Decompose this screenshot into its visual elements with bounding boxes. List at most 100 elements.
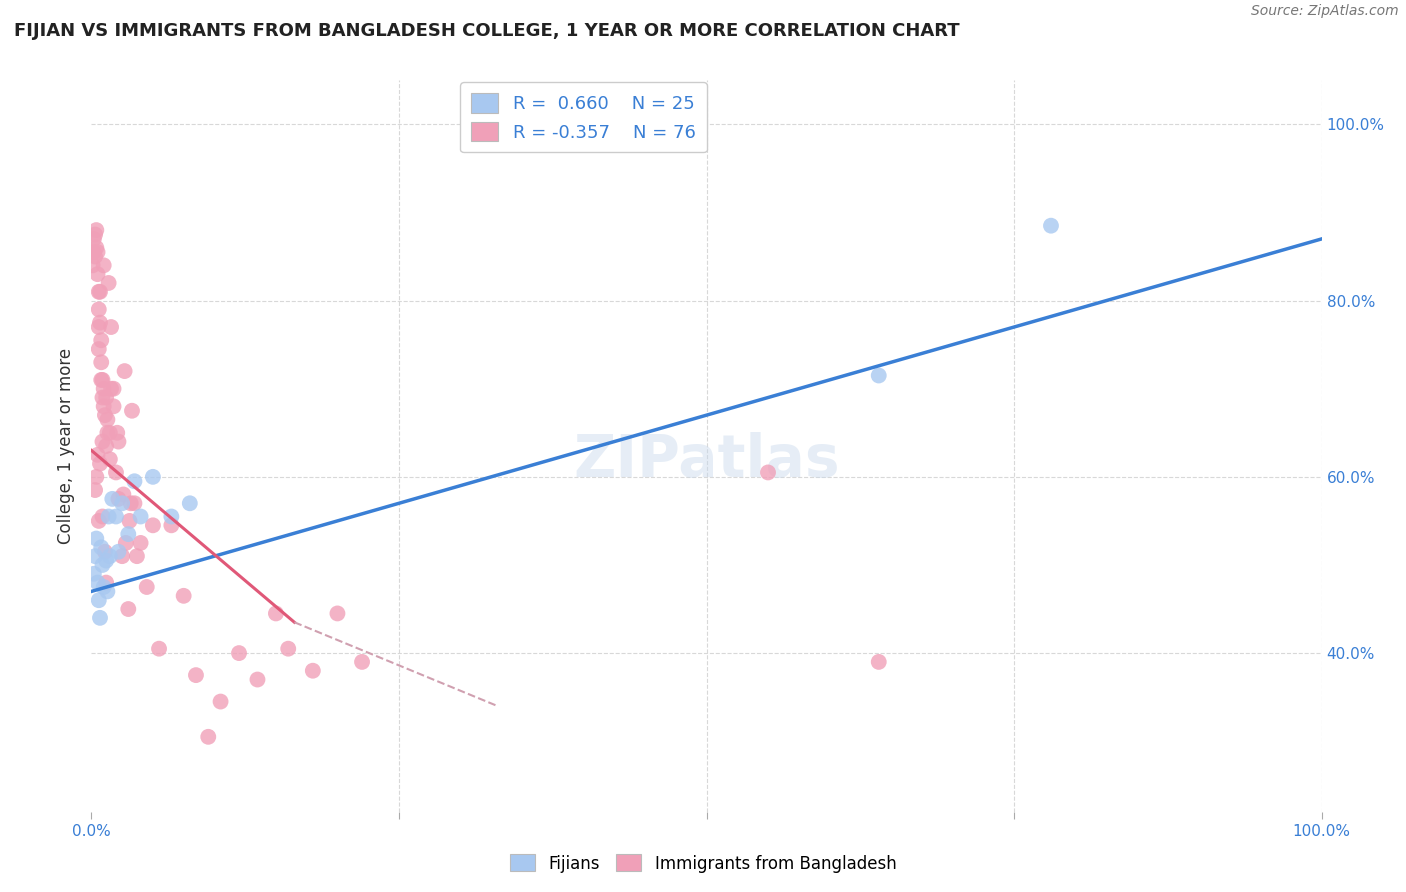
- Point: [121, 403, 143, 417]
- Point: [87, 302, 110, 317]
- Point: [129, 509, 152, 524]
- Point: [87, 285, 110, 299]
- Legend: Fijians, Immigrants from Bangladesh: Fijians, Immigrants from Bangladesh: [503, 847, 903, 880]
- Point: [124, 496, 146, 510]
- Point: [135, 580, 157, 594]
- Point: [91, 509, 114, 524]
- Point: [105, 425, 128, 440]
- Point: [82, 258, 104, 272]
- Point: [83, 566, 105, 581]
- Point: [142, 518, 165, 533]
- Point: [84, 483, 107, 497]
- Point: [93, 258, 115, 272]
- Point: [264, 607, 287, 621]
- Legend: R =  0.660    N = 25, R = -0.357    N = 76: R = 0.660 N = 25, R = -0.357 N = 76: [460, 82, 707, 153]
- Point: [84, 227, 107, 242]
- Point: [83, 245, 105, 260]
- Point: [96, 425, 118, 440]
- Point: [96, 584, 118, 599]
- Point: [868, 368, 890, 383]
- Point: [114, 364, 136, 378]
- Point: [160, 518, 183, 533]
- Point: [246, 673, 269, 687]
- Point: [87, 514, 110, 528]
- Point: [90, 355, 112, 369]
- Point: [120, 496, 142, 510]
- Point: [100, 320, 122, 334]
- Point: [352, 655, 374, 669]
- Point: [86, 532, 108, 546]
- Point: [111, 496, 134, 510]
- Point: [112, 487, 135, 501]
- Point: [96, 553, 117, 567]
- Point: [101, 491, 124, 506]
- Point: [103, 400, 125, 414]
- Point: [105, 466, 127, 480]
- Point: [84, 549, 107, 563]
- Point: [868, 655, 890, 669]
- Point: [107, 491, 129, 506]
- Point: [100, 382, 122, 396]
- Point: [184, 668, 207, 682]
- Point: [89, 316, 111, 330]
- Point: [98, 549, 121, 563]
- Point: [124, 475, 146, 489]
- Point: [756, 466, 779, 480]
- Point: [91, 434, 114, 449]
- Point: [93, 580, 115, 594]
- Point: [98, 452, 121, 467]
- Point: [118, 514, 141, 528]
- Point: [277, 641, 299, 656]
- Point: [107, 434, 129, 449]
- Point: [179, 496, 201, 510]
- Point: [93, 400, 115, 414]
- Point: [86, 223, 108, 237]
- Text: ZIPatlas: ZIPatlas: [574, 432, 839, 489]
- Point: [97, 276, 120, 290]
- Point: [103, 382, 125, 396]
- Point: [86, 470, 108, 484]
- Point: [90, 541, 112, 555]
- Point: [125, 549, 148, 563]
- Point: [301, 664, 323, 678]
- Point: [98, 425, 121, 440]
- Point: [96, 391, 117, 405]
- Point: [91, 391, 114, 405]
- Point: [94, 408, 117, 422]
- Point: [1039, 219, 1063, 233]
- Point: [89, 285, 111, 299]
- Point: [326, 607, 349, 621]
- Point: [86, 245, 108, 260]
- Point: [96, 412, 118, 426]
- Point: [90, 333, 112, 347]
- Point: [197, 730, 219, 744]
- Point: [87, 320, 110, 334]
- Point: [148, 641, 170, 656]
- Text: Source: ZipAtlas.com: Source: ZipAtlas.com: [1251, 4, 1399, 19]
- Point: [84, 250, 107, 264]
- Point: [111, 549, 134, 563]
- Point: [117, 527, 139, 541]
- Point: [97, 509, 120, 524]
- Point: [90, 373, 112, 387]
- Point: [209, 695, 232, 709]
- Point: [91, 558, 114, 572]
- Point: [86, 241, 108, 255]
- Y-axis label: College, 1 year or more: College, 1 year or more: [58, 348, 76, 544]
- Point: [114, 536, 138, 550]
- Point: [129, 536, 152, 550]
- Point: [86, 575, 108, 590]
- Point: [142, 470, 165, 484]
- Point: [96, 439, 117, 453]
- Point: [89, 457, 111, 471]
- Point: [117, 602, 139, 616]
- Point: [228, 646, 250, 660]
- Point: [107, 545, 129, 559]
- Point: [105, 509, 127, 524]
- Point: [173, 589, 195, 603]
- Text: FIJIAN VS IMMIGRANTS FROM BANGLADESH COLLEGE, 1 YEAR OR MORE CORRELATION CHART: FIJIAN VS IMMIGRANTS FROM BANGLADESH COL…: [14, 22, 960, 40]
- Point: [96, 575, 117, 590]
- Point: [160, 509, 183, 524]
- Point: [91, 373, 114, 387]
- Point: [83, 232, 105, 246]
